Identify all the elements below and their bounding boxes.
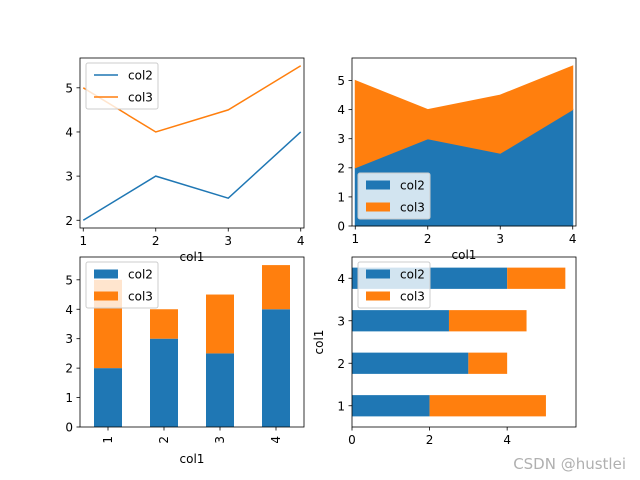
- bar-chart-bar-col2-2: [150, 338, 178, 427]
- barh-chart-bar-col3-3: [448, 310, 527, 332]
- bar-chart-legend-swatch-col3: [94, 291, 118, 301]
- barh-chart-bar-col2-1: [352, 395, 430, 417]
- barh-chart-legend-swatch-col3: [366, 291, 390, 301]
- bar-chart-ytick-label: 3: [65, 332, 73, 346]
- bar-chart-xtick-label: 3: [213, 436, 227, 444]
- barh-chart-ytick-label: 1: [337, 399, 345, 413]
- bar-chart-bar-col3-3: [206, 294, 234, 354]
- bar-chart-xtick-label: 2: [157, 436, 171, 444]
- line-chart-ytick-label: 4: [65, 125, 73, 139]
- line-chart-ytick-label: 5: [65, 81, 73, 95]
- bar-chart-xlabel: col1: [180, 452, 205, 466]
- line-chart-xtick-label: 1: [79, 234, 87, 248]
- area-chart-ytick-label: 5: [337, 74, 345, 88]
- bar-chart-xtick-label: 1: [101, 436, 115, 444]
- line-chart-xtick-label: 4: [297, 234, 305, 248]
- bar-chart-ytick-label: 1: [65, 391, 73, 405]
- area-chart-legend-swatch-col3: [366, 202, 390, 212]
- bar-chart-xtick-label: 4: [269, 436, 283, 444]
- barh-chart-xtick-label: 4: [503, 433, 511, 447]
- barh-chart-bar-col3-2: [468, 352, 508, 374]
- barh-chart-legend-label-col3: col3: [400, 290, 425, 304]
- barh-chart-ytick-label: 2: [337, 357, 345, 371]
- bar-chart-ytick-label: 4: [65, 303, 73, 317]
- area-chart-frame: [351, 57, 577, 227]
- bar-chart-ytick-label: 0: [65, 421, 73, 435]
- watermark-text: CSDN @hustlei: [513, 455, 626, 473]
- area-chart-legend-swatch-col2: [366, 180, 390, 190]
- bar-chart-legend-label-col2: col2: [128, 268, 153, 282]
- line-chart-xtick-label: 3: [224, 234, 232, 248]
- bar-chart-ytick-label: 2: [65, 362, 73, 376]
- line-chart-legend-label-col3: col3: [128, 91, 153, 105]
- barh-chart-bar-col2-3: [352, 310, 449, 332]
- line-chart-series-col3: [82, 65, 302, 133]
- area-chart-xtick-label: 3: [496, 232, 504, 246]
- bar-chart-ytick-label: 5: [65, 273, 73, 287]
- area-chart-legend-label-col2: col2: [400, 179, 425, 193]
- bar-chart-bar-col3-4: [262, 265, 290, 310]
- barh-chart-xtick-label: 2: [426, 433, 434, 447]
- barh-chart-ytick-label: 3: [337, 314, 345, 328]
- bar-chart-bar-col2-1: [94, 368, 122, 427]
- area-chart-ytick-label: 2: [337, 161, 345, 175]
- line-chart-frame: [79, 57, 305, 229]
- barh-chart-ytick-label: 4: [337, 272, 345, 286]
- area-chart-xlabel: col1: [452, 248, 477, 262]
- line-chart-ytick-label: 3: [65, 170, 73, 184]
- area-chart-xtick-label: 2: [424, 232, 432, 246]
- barh-chart-legend-label-col2: col2: [400, 268, 425, 282]
- bar-chart-bar-col2-4: [262, 309, 290, 427]
- area-chart-legend-label-col3: col3: [400, 201, 425, 215]
- bar-chart-frame: [79, 256, 305, 428]
- barh-chart-ylabel: col1: [312, 330, 326, 355]
- barh-chart-frame: [351, 256, 577, 428]
- line-chart-legend-label-col2: col2: [128, 69, 153, 83]
- barh-chart-bar-col2-2: [352, 352, 469, 374]
- area-chart-ytick-label: 0: [337, 220, 345, 234]
- barh-chart-xtick-label: 0: [348, 433, 356, 447]
- area-chart-ytick-label: 4: [337, 103, 345, 117]
- barh-chart-bar-col3-1: [429, 395, 546, 417]
- barh-chart-legend-swatch-col2: [366, 269, 390, 279]
- bar-chart: 1 2 3 4 0 1 2 3 4 5 col1 col2 col3: [65, 256, 305, 466]
- bar-chart-bar-col2-3: [206, 353, 234, 427]
- barh-chart-bar-col3-4: [507, 267, 566, 289]
- area-chart-series-col3: [354, 65, 574, 169]
- line-chart-series-col2: [82, 131, 302, 221]
- bar-chart-legend-swatch-col2: [94, 269, 118, 279]
- bar-chart-bar-col3-2: [150, 309, 178, 339]
- area-chart-xtick-label: 4: [569, 232, 577, 246]
- barh-chart: 1 2 3 4 0 2 4 col1 col2 col3: [312, 256, 577, 447]
- area-chart-ytick-label: 3: [337, 132, 345, 146]
- area-chart-ytick-label: 1: [337, 190, 345, 204]
- area-chart-xtick-label: 1: [351, 232, 359, 246]
- bar-chart-legend-label-col3: col3: [128, 290, 153, 304]
- line-chart-ytick-label: 2: [65, 214, 73, 228]
- line-chart-xtick-label: 2: [152, 234, 160, 248]
